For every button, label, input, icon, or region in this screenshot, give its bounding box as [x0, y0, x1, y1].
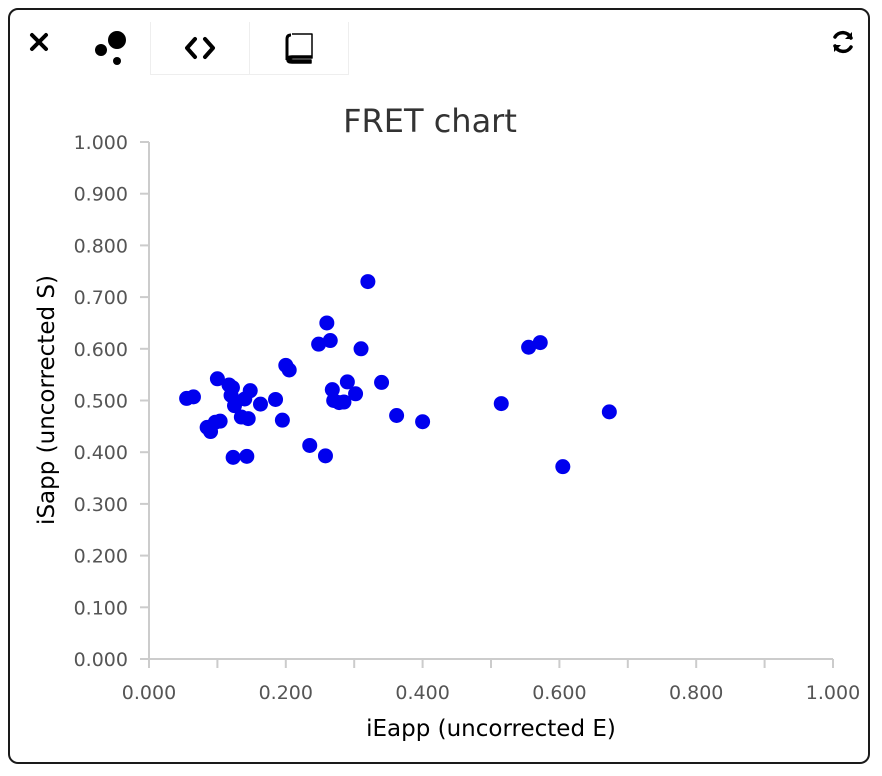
data-point: [389, 407, 405, 423]
x-tick-label: 0.800: [669, 682, 723, 704]
data-point: [348, 386, 364, 402]
data-point: [302, 437, 318, 453]
close-icon: [30, 33, 48, 51]
y-tick-label: 0.800: [74, 235, 128, 257]
data-point: [374, 374, 390, 390]
data-point: [311, 336, 327, 352]
chart-panel: [8, 8, 870, 764]
data-point: [212, 413, 228, 429]
data-point: [268, 391, 284, 407]
close-button[interactable]: [24, 26, 54, 58]
refresh-button[interactable]: [826, 26, 860, 58]
data-point: [240, 411, 256, 427]
data-point: [555, 459, 571, 475]
y-tick-label: 0.100: [74, 597, 128, 619]
y-tick-label: 0.200: [74, 546, 128, 568]
data-point: [274, 412, 290, 428]
data-point: [532, 335, 548, 351]
y-tick-label: 0.500: [74, 391, 128, 413]
data-point: [281, 362, 297, 378]
data-point: [521, 339, 537, 355]
data-point: [242, 383, 258, 399]
data-point: [353, 341, 369, 357]
data-point: [415, 414, 431, 430]
y-tick-label: 1.000: [74, 132, 128, 154]
y-tick-label: 0.900: [74, 184, 128, 206]
x-tick-label: 0.200: [259, 682, 313, 704]
y-tick-label: 0.300: [74, 494, 128, 516]
chart-title: FRET chart: [343, 102, 517, 140]
data-point: [239, 448, 255, 464]
y-tick-label: 0.600: [74, 339, 128, 361]
y-axis-label: iSapp (uncorrected S): [34, 275, 60, 525]
data-points: [179, 274, 617, 475]
x-tick-label: 0.600: [532, 682, 586, 704]
x-tick-label: 1.000: [806, 682, 860, 704]
x-tick-label: 0.000: [122, 682, 176, 704]
data-point: [185, 389, 201, 405]
data-point: [319, 315, 335, 331]
data-point: [225, 449, 241, 465]
x-tick-label: 0.400: [395, 682, 449, 704]
data-point: [322, 333, 338, 349]
data-point: [336, 394, 352, 410]
refresh-icon: [833, 30, 853, 54]
scatter-chart-icon: [95, 31, 126, 65]
y-tick-label: 0.400: [74, 442, 128, 464]
y-tick-label: 0.000: [74, 649, 128, 671]
scatter-chart-button[interactable]: [76, 22, 146, 74]
book-icon: [285, 33, 313, 64]
toolbar: [10, 10, 868, 76]
code-icon: [185, 37, 215, 59]
data-point: [360, 274, 376, 290]
data-point: [339, 374, 355, 390]
data-point: [493, 396, 509, 412]
data-point: [224, 380, 240, 396]
data-point: [317, 448, 333, 464]
data-point: [209, 371, 225, 387]
data-point: [601, 404, 617, 420]
data-point: [252, 396, 268, 412]
book-button[interactable]: [250, 22, 349, 75]
y-tick-label: 0.700: [74, 287, 128, 309]
axes: 0.000 0.100 0.200 0.300 0.400 0.500 0.600 0.700…: [74, 132, 861, 704]
x-axis-label: iEapp (uncorrected E): [366, 716, 616, 742]
code-button[interactable]: [150, 22, 250, 75]
